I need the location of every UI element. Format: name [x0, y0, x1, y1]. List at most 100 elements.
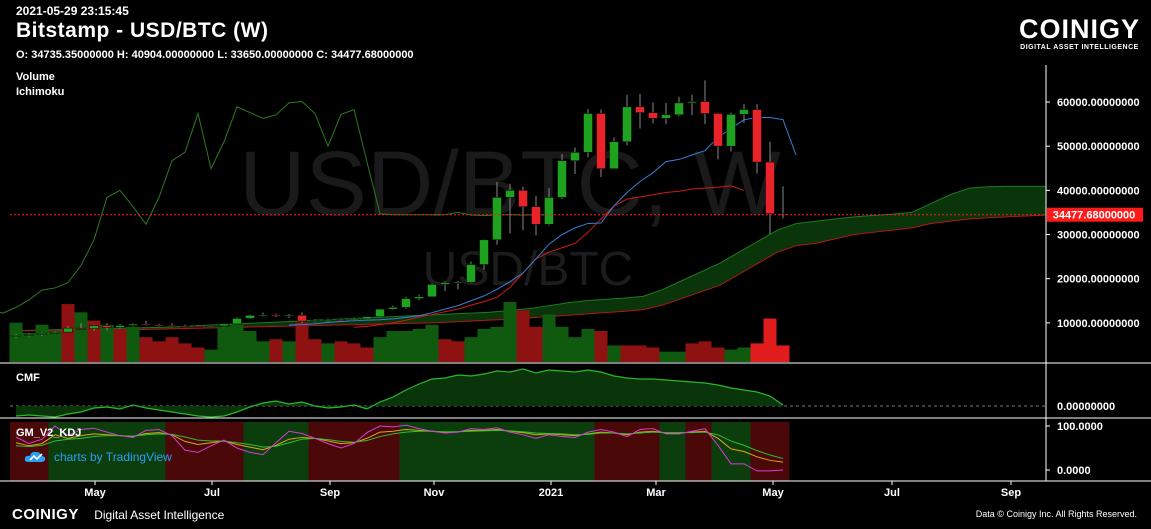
volume-bar: [555, 326, 569, 362]
candle[interactable]: [531, 206, 541, 225]
candle[interactable]: [37, 332, 47, 335]
candle[interactable]: [284, 315, 294, 317]
cmf-indicator-label[interactable]: CMF: [16, 372, 40, 384]
candle[interactable]: [492, 197, 502, 241]
candle[interactable]: [609, 141, 619, 169]
candle[interactable]: [76, 327, 86, 330]
kdj-pane[interactable]: [10, 422, 790, 481]
volume-bar: [633, 345, 647, 362]
candle[interactable]: [245, 315, 255, 319]
volume-bar: [750, 343, 764, 362]
candle[interactable]: [752, 109, 762, 163]
candle[interactable]: [453, 281, 463, 284]
candle[interactable]: [648, 112, 658, 119]
candle[interactable]: [700, 101, 710, 114]
candle[interactable]: [50, 331, 60, 334]
candle[interactable]: [206, 325, 216, 328]
candle[interactable]: [128, 323, 138, 326]
candle[interactable]: [310, 320, 320, 322]
kdj-band: [659, 422, 686, 481]
last-price-tag: [1047, 207, 1143, 222]
volume-bar: [321, 343, 335, 362]
candle[interactable]: [193, 325, 203, 328]
candle[interactable]: [466, 264, 476, 283]
candle[interactable]: [427, 284, 437, 298]
candle[interactable]: [557, 160, 567, 198]
candle[interactable]: [739, 109, 749, 115]
last-price-label: 34477.68000000: [1053, 210, 1136, 222]
kdj-j-line: [15, 424, 784, 472]
candle[interactable]: [167, 325, 177, 327]
candle[interactable]: [115, 325, 125, 328]
volume-bar: [61, 304, 75, 362]
candle[interactable]: [583, 113, 593, 153]
kdj-band: [243, 422, 309, 481]
candle[interactable]: [154, 324, 164, 327]
volume-bar: [360, 347, 374, 362]
candle[interactable]: [440, 282, 450, 285]
volume-bar: [594, 330, 608, 362]
candle[interactable]: [258, 314, 268, 317]
candle[interactable]: [674, 102, 684, 116]
candle[interactable]: [362, 316, 372, 320]
candle[interactable]: [180, 325, 190, 328]
candle[interactable]: [479, 239, 489, 265]
candle[interactable]: [505, 190, 515, 198]
footer-brand: COINIGY: [12, 506, 79, 523]
volume-bar: [425, 324, 439, 362]
volume-bar: [126, 326, 140, 362]
volume-bar: [477, 328, 491, 362]
volume-indicator-label[interactable]: Volume: [16, 71, 55, 83]
candle[interactable]: [24, 334, 34, 336]
volume-bar: [74, 312, 88, 362]
kdj-band: [165, 422, 244, 481]
candle[interactable]: [232, 318, 242, 325]
candle[interactable]: [336, 319, 346, 321]
candle[interactable]: [544, 197, 554, 225]
kdj-band: [685, 422, 712, 481]
ichimoku-lagging-span: [0, 101, 549, 314]
candle[interactable]: [622, 106, 632, 142]
candle[interactable]: [401, 298, 411, 308]
candle[interactable]: [518, 190, 528, 207]
candle[interactable]: [11, 334, 21, 337]
volume-bar: [191, 347, 205, 362]
brand-name: COINIGY: [1018, 14, 1140, 44]
candle[interactable]: [635, 106, 645, 113]
candle[interactable]: [570, 152, 580, 161]
footer-brand-block: COINIGY Digital Asset Intelligence: [12, 506, 224, 523]
volume-bar: [295, 322, 309, 362]
ichimoku-indicator-label[interactable]: Ichimoku: [16, 86, 65, 98]
candle[interactable]: [141, 323, 151, 326]
candle[interactable]: [414, 296, 424, 299]
candle[interactable]: [63, 327, 73, 333]
candle[interactable]: [661, 114, 671, 119]
kdj-band: [750, 422, 790, 481]
main-pane[interactable]: [0, 80, 1047, 362]
candle[interactable]: [687, 101, 697, 104]
candle[interactable]: [765, 161, 775, 214]
volume-bar: [269, 339, 283, 362]
volume-bar: [282, 341, 296, 362]
candle[interactable]: [323, 319, 333, 321]
watermark-sub: USD/BTC: [423, 243, 634, 296]
candle[interactable]: [102, 325, 112, 328]
candle[interactable]: [713, 113, 723, 147]
candle[interactable]: [89, 325, 99, 329]
time-tick-label: Jul: [884, 487, 900, 499]
cmf-pane[interactable]: [10, 368, 1046, 418]
candle[interactable]: [349, 318, 359, 321]
candle[interactable]: [726, 114, 736, 147]
candle[interactable]: [596, 113, 606, 169]
tradingview-badge[interactable]: charts by TradingView: [24, 449, 172, 465]
volume-bar: [529, 326, 543, 362]
candle[interactable]: [271, 314, 281, 317]
candle[interactable]: [297, 315, 307, 322]
candle[interactable]: [219, 323, 229, 327]
candle[interactable]: [375, 308, 385, 317]
candle[interactable]: [388, 307, 398, 310]
tradingview-cloud-icon: [24, 451, 46, 462]
kdj-indicator-label[interactable]: GM_V2_KDJ: [16, 427, 82, 439]
tradingview-label[interactable]: charts by TradingView: [54, 450, 172, 464]
